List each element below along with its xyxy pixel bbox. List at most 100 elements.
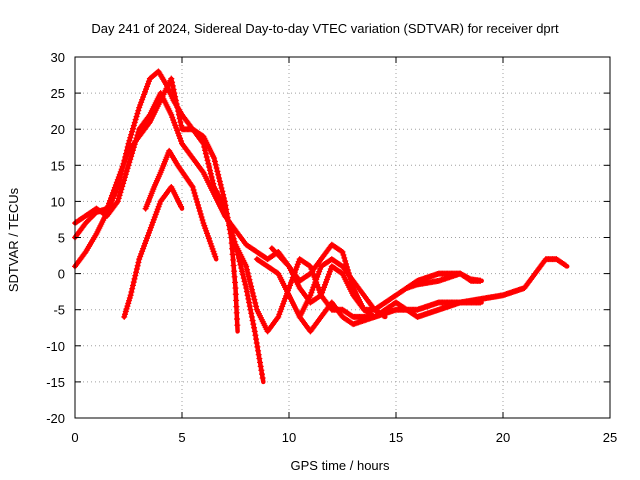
data-point-marker <box>253 340 260 347</box>
data-point-marker <box>131 119 138 126</box>
data-point-marker <box>137 253 144 260</box>
data-point-marker <box>121 174 128 181</box>
data-point-marker <box>145 229 152 236</box>
data-point-marker <box>248 313 255 320</box>
data-point-marker <box>252 300 259 307</box>
data-point-marker <box>191 189 198 196</box>
data-point-marker <box>135 107 142 114</box>
data-point-marker <box>169 82 176 89</box>
data-point-marker <box>254 343 261 350</box>
data-point-marker <box>118 186 125 193</box>
data-point-marker <box>141 91 148 98</box>
data-point-marker <box>294 261 301 268</box>
data-point-marker <box>219 188 226 195</box>
data-point-marker <box>156 201 163 208</box>
data-point-marker <box>155 203 162 210</box>
y-tick-label: 25 <box>51 86 65 101</box>
data-point-marker <box>239 268 246 275</box>
data-point-marker <box>239 271 246 278</box>
data-point-marker <box>151 214 158 221</box>
data-point-marker <box>116 192 123 199</box>
data-point-marker <box>140 94 147 101</box>
data-point-marker <box>316 293 323 300</box>
data-point-marker <box>145 78 152 85</box>
data-point-marker <box>172 93 179 100</box>
data-point-marker <box>280 300 287 307</box>
data-point-marker <box>119 183 126 190</box>
data-point-marker <box>220 191 227 198</box>
x-tick-label: 0 <box>71 430 78 445</box>
data-point-marker <box>233 303 240 310</box>
data-point-marker <box>144 80 151 87</box>
data-point-marker <box>129 150 136 157</box>
data-point-marker <box>307 292 314 299</box>
data-point-marker <box>149 219 156 226</box>
data-point-marker <box>128 288 135 295</box>
data-point-marker <box>125 140 132 147</box>
data-point-marker <box>174 104 181 111</box>
data-point-marker <box>177 118 184 125</box>
data-point-marker <box>250 321 257 328</box>
data-point-marker <box>199 217 206 224</box>
data-point-marker <box>125 300 132 307</box>
data-point-marker <box>168 75 175 82</box>
y-tick-label: -5 <box>53 303 65 318</box>
data-point-marker <box>175 111 182 118</box>
data-point-marker <box>322 279 329 286</box>
data-point-marker <box>178 138 185 145</box>
data-point-marker <box>122 311 129 318</box>
data-point-marker <box>477 299 484 306</box>
data-point-marker <box>130 122 137 129</box>
data-point-marker <box>114 176 121 183</box>
x-tick-label: 10 <box>282 430 296 445</box>
data-point-marker <box>338 248 345 255</box>
data-point-marker <box>205 160 212 167</box>
data-point-marker <box>379 312 386 319</box>
data-point-marker <box>259 371 266 378</box>
data-point-marker <box>244 270 251 277</box>
data-point-marker <box>127 134 134 141</box>
data-point-marker <box>117 168 124 175</box>
data-point-marker <box>292 266 299 273</box>
data-point-marker <box>143 235 150 242</box>
data-point-marker <box>136 104 143 111</box>
data-point-marker <box>244 266 251 273</box>
data-point-marker <box>252 332 259 339</box>
data-point-marker <box>137 101 144 108</box>
data-point-marker <box>222 202 229 209</box>
grid-layer <box>75 57 610 418</box>
data-point-marker <box>127 156 134 163</box>
data-point-marker <box>169 79 176 86</box>
data-point-marker <box>152 211 159 218</box>
data-point-marker <box>247 306 254 313</box>
data-point-marker <box>244 292 251 299</box>
data-point-marker <box>241 278 248 285</box>
y-axis-label: SDTVAR / TECUs <box>6 187 21 292</box>
data-point-marker <box>251 324 258 331</box>
data-point-marker <box>321 281 328 288</box>
y-tick-label: -15 <box>46 375 65 390</box>
x-tick-label: 20 <box>496 430 510 445</box>
data-point-marker <box>172 97 179 104</box>
data-point-marker <box>135 129 142 136</box>
data-point-marker <box>247 280 254 287</box>
data-point-marker <box>148 222 155 229</box>
data-point-marker <box>310 284 317 291</box>
data-point-marker <box>370 314 377 321</box>
data-point-marker <box>122 171 129 178</box>
data-point-marker <box>139 248 146 255</box>
data-point-marker <box>343 260 350 267</box>
data-point-marker <box>204 157 211 164</box>
data-point-marker <box>281 298 288 305</box>
data-point-marker <box>246 276 253 283</box>
data-point-marker <box>477 277 484 284</box>
data-point-marker <box>203 153 210 160</box>
data-point-marker <box>174 127 181 134</box>
data-point-marker <box>207 170 214 177</box>
data-point-marker <box>143 86 150 93</box>
data-point-marker <box>106 200 113 207</box>
data-point-marker <box>195 205 202 212</box>
data-point-marker <box>142 240 149 247</box>
data-point-marker <box>118 166 125 173</box>
data-point-marker <box>234 315 241 322</box>
